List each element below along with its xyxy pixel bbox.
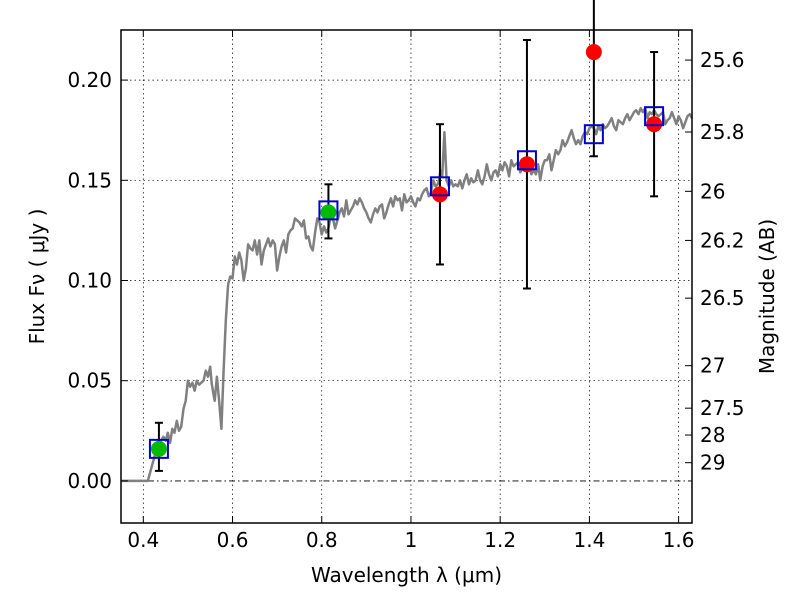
photometry-point xyxy=(148,421,169,472)
photometry-point xyxy=(644,51,665,198)
model-flux-marker xyxy=(644,106,665,127)
model-flux-marker xyxy=(318,200,339,221)
y-tick-label: 0.05 xyxy=(67,369,112,393)
x-tick-label: 0.8 xyxy=(306,528,338,552)
x-tick-label: 1.6 xyxy=(663,528,695,552)
magnitude-tick-label: 29 xyxy=(700,451,725,475)
model-flux-marker xyxy=(148,438,169,459)
observed-flux-marker xyxy=(150,440,167,457)
x-tick-label: 1 xyxy=(405,528,418,552)
photometry-point xyxy=(583,0,604,158)
axis-ticks: 0.4 0.6 0.8 1 1.2 1.4 1.6 0.00 0.05 0.10 0.15 0.20 2… xyxy=(67,30,745,552)
observed-flux-marker xyxy=(585,44,602,61)
model-flux-marker xyxy=(516,150,537,171)
plot-area xyxy=(121,0,694,483)
y-tick-label: 0.15 xyxy=(67,168,112,192)
magnitude-tick-label: 25.8 xyxy=(700,120,745,144)
x-axis-label: Wavelength λ (μm) xyxy=(311,563,502,587)
plot-frame xyxy=(120,29,693,524)
magnitude-tick-label: 26 xyxy=(700,179,725,203)
model-flux-marker xyxy=(583,124,604,145)
magnitude-tick-label: 25.6 xyxy=(700,48,745,72)
y-tick-label: 0.00 xyxy=(67,469,112,493)
x-tick-label: 1.2 xyxy=(484,528,516,552)
magnitude-tick-label: 26.2 xyxy=(700,228,745,252)
model-flux-marker xyxy=(429,176,450,197)
photometry-point xyxy=(429,123,450,266)
y-tick-label: 0.20 xyxy=(67,68,112,92)
y-axis-label: Flux Fν ( μJy ) xyxy=(25,209,49,345)
model-spectrum-line xyxy=(121,106,694,483)
grid xyxy=(121,30,692,523)
magnitude-tick-label: 26.5 xyxy=(700,286,745,310)
observed-flux-marker xyxy=(320,204,337,221)
y-tick-label: 0.10 xyxy=(67,269,112,293)
photometry-point xyxy=(516,39,537,290)
magnitude-axis-label: Magnitude (AB) xyxy=(755,219,779,374)
x-tick-label: 1.4 xyxy=(573,528,605,552)
x-tick-label: 0.4 xyxy=(127,528,159,552)
x-tick-label: 0.6 xyxy=(217,528,249,552)
magnitude-tick-label: 27.5 xyxy=(700,396,745,420)
photometry-point xyxy=(318,183,339,240)
magnitude-tick-label: 27 xyxy=(700,354,725,378)
magnitude-tick-label: 28 xyxy=(700,423,725,447)
